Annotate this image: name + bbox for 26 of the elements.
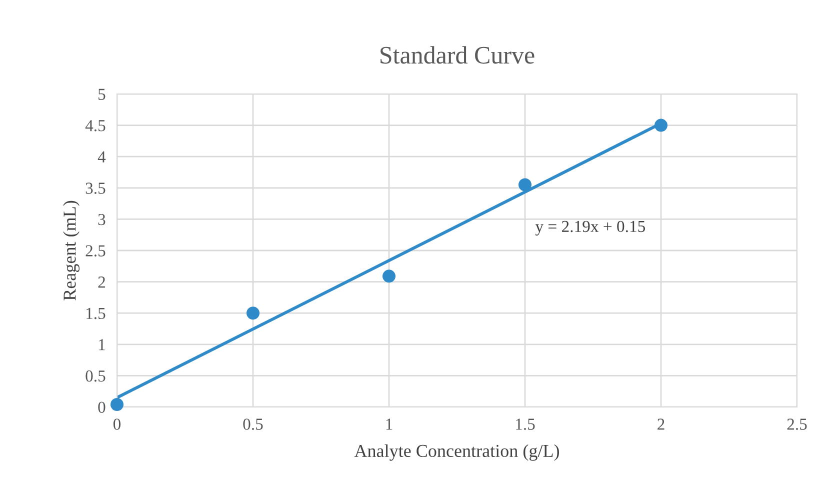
y-tick-label: 4.5 (85, 120, 106, 132)
y-tick-label: 1 (99, 339, 105, 350)
point (654, 118, 668, 132)
y-axis-title: Reagent (mL) (63, 200, 80, 300)
y-tick-label: 3.5 (86, 182, 106, 194)
x-tick-label: 1.5 (516, 418, 535, 430)
chart-title: Standard Curve (380, 46, 534, 64)
x-tick-label: 2.5 (787, 418, 807, 430)
y-tick-label: 4 (98, 151, 106, 162)
y-tick-label: 1.5 (86, 308, 106, 320)
x-axis-title: Analyte Concentration (g/L) (354, 444, 559, 461)
y-tick-label: 0.5 (86, 370, 106, 382)
point (110, 398, 124, 411)
y-tick-label: 3 (98, 214, 106, 226)
x-tick-label: 0 (113, 418, 121, 430)
x-tick-label: 0.5 (243, 418, 263, 430)
x-tick-label: 1 (386, 418, 392, 430)
y-tick-label: 0 (98, 402, 106, 413)
x-tick-label: 2 (658, 418, 664, 430)
point (246, 306, 260, 320)
y-tick-label: 2 (98, 276, 105, 288)
point (518, 178, 532, 192)
point (382, 270, 396, 283)
y-tick-label: 5 (98, 88, 106, 100)
y-tick-label: 2.5 (86, 245, 106, 257)
annotation: y = 2.19x + 0.15 (535, 220, 646, 236)
